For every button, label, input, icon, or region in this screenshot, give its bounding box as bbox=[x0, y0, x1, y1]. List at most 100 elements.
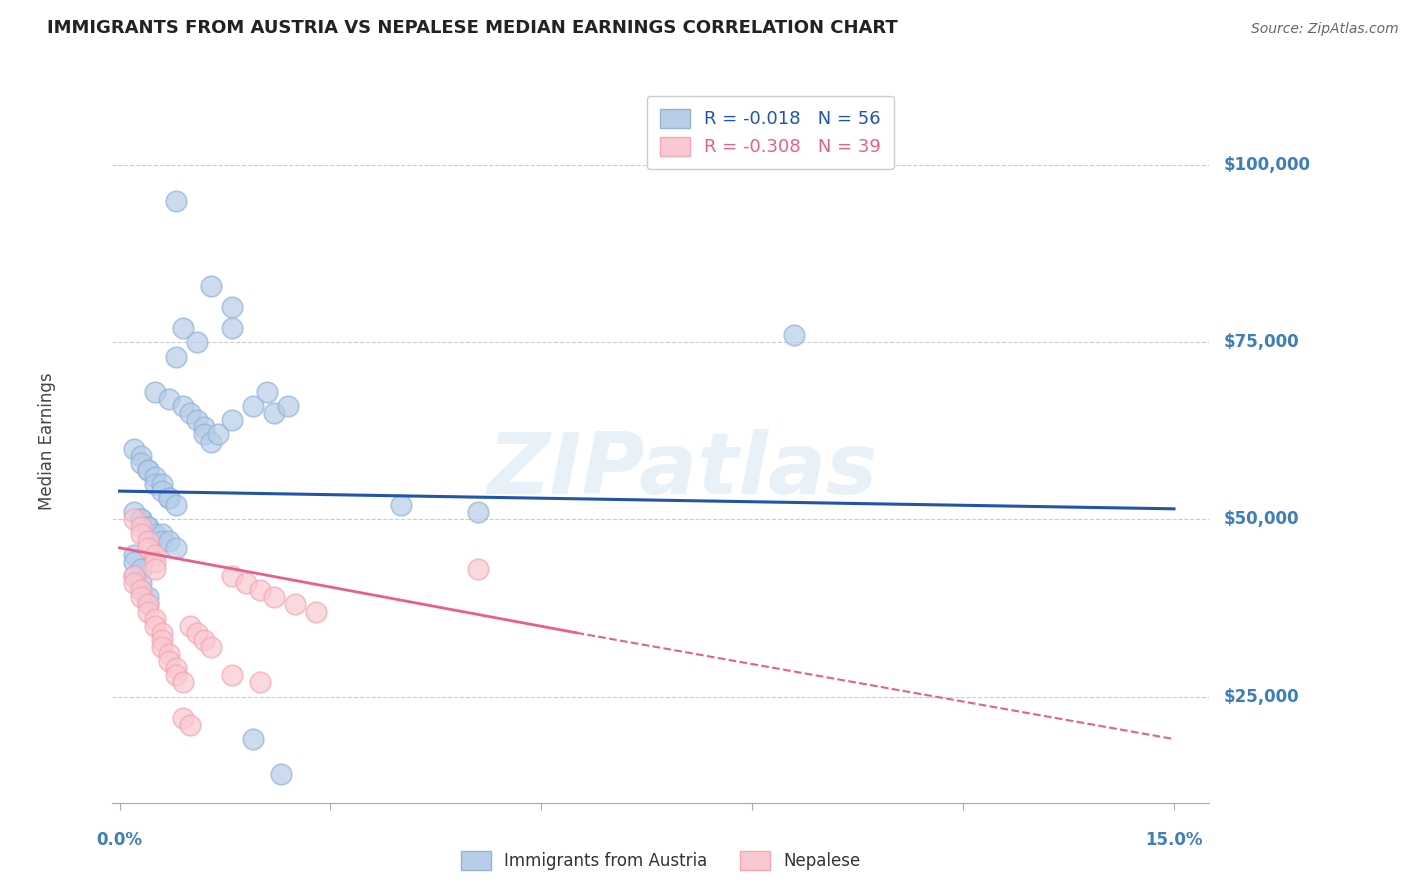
Point bbox=[263, 591, 285, 605]
Point bbox=[186, 413, 208, 427]
Text: 15.0%: 15.0% bbox=[1146, 831, 1202, 849]
Point bbox=[172, 675, 194, 690]
Point bbox=[136, 463, 159, 477]
Point bbox=[143, 555, 166, 569]
Point bbox=[129, 576, 152, 591]
Point bbox=[150, 625, 173, 640]
Point bbox=[136, 605, 159, 619]
Point bbox=[150, 640, 173, 654]
Point bbox=[157, 647, 180, 661]
Point bbox=[157, 392, 180, 406]
Text: IMMIGRANTS FROM AUSTRIA VS NEPALESE MEDIAN EARNINGS CORRELATION CHART: IMMIGRANTS FROM AUSTRIA VS NEPALESE MEDI… bbox=[46, 19, 897, 37]
Point bbox=[165, 498, 187, 512]
Point bbox=[179, 618, 201, 632]
Point bbox=[172, 321, 194, 335]
Point bbox=[207, 427, 229, 442]
Point bbox=[136, 541, 159, 555]
Point bbox=[136, 598, 159, 612]
Point bbox=[129, 512, 152, 526]
Point bbox=[157, 533, 180, 548]
Point bbox=[235, 576, 257, 591]
Point bbox=[143, 562, 166, 576]
Point bbox=[122, 548, 145, 562]
Point bbox=[249, 675, 271, 690]
Point bbox=[129, 591, 152, 605]
Point bbox=[165, 194, 187, 208]
Point bbox=[136, 463, 159, 477]
Point bbox=[221, 668, 243, 682]
Point bbox=[122, 512, 145, 526]
Text: $50,000: $50,000 bbox=[1223, 510, 1299, 528]
Point bbox=[193, 632, 215, 647]
Point bbox=[150, 477, 173, 491]
Point bbox=[165, 350, 187, 364]
Point bbox=[136, 591, 159, 605]
Point bbox=[136, 598, 159, 612]
Text: Median Earnings: Median Earnings bbox=[38, 373, 56, 510]
Point bbox=[157, 491, 180, 506]
Point bbox=[122, 576, 145, 591]
Point bbox=[193, 420, 215, 434]
Point bbox=[122, 505, 145, 519]
Point bbox=[305, 605, 328, 619]
Point bbox=[242, 399, 264, 413]
Point bbox=[249, 583, 271, 598]
Point bbox=[165, 661, 187, 675]
Point bbox=[143, 477, 166, 491]
Point bbox=[193, 427, 215, 442]
Point bbox=[165, 668, 187, 682]
Point bbox=[157, 491, 180, 506]
Text: $100,000: $100,000 bbox=[1223, 156, 1310, 174]
Point bbox=[122, 569, 145, 583]
Point bbox=[186, 625, 208, 640]
Point bbox=[221, 569, 243, 583]
Point bbox=[136, 533, 159, 548]
Text: $25,000: $25,000 bbox=[1223, 688, 1299, 706]
Point bbox=[143, 548, 166, 562]
Point bbox=[221, 321, 243, 335]
Text: $75,000: $75,000 bbox=[1223, 334, 1299, 351]
Point bbox=[221, 413, 243, 427]
Text: 0.0%: 0.0% bbox=[97, 831, 142, 849]
Point bbox=[200, 434, 222, 449]
Point bbox=[122, 442, 145, 456]
Point bbox=[129, 583, 152, 598]
Point bbox=[150, 526, 173, 541]
Point bbox=[157, 654, 180, 668]
Point bbox=[143, 612, 166, 626]
Point bbox=[179, 718, 201, 732]
Point bbox=[200, 278, 222, 293]
Point bbox=[256, 384, 278, 399]
Point bbox=[129, 583, 152, 598]
Text: ZIPatlas: ZIPatlas bbox=[488, 429, 877, 512]
Point bbox=[150, 632, 173, 647]
Point bbox=[143, 618, 166, 632]
Point bbox=[242, 732, 264, 747]
Point bbox=[165, 541, 187, 555]
Point bbox=[129, 526, 152, 541]
Point bbox=[150, 533, 173, 548]
Point bbox=[467, 562, 489, 576]
Point bbox=[284, 598, 307, 612]
Point bbox=[179, 406, 201, 420]
Legend: R = -0.018   N = 56, R = -0.308   N = 39: R = -0.018 N = 56, R = -0.308 N = 39 bbox=[647, 95, 894, 169]
Point bbox=[389, 498, 412, 512]
Point bbox=[136, 519, 159, 533]
Point bbox=[122, 569, 145, 583]
Point bbox=[122, 555, 145, 569]
Point bbox=[143, 384, 166, 399]
Point bbox=[129, 449, 152, 463]
Point bbox=[221, 300, 243, 314]
Point bbox=[143, 470, 166, 484]
Point bbox=[263, 406, 285, 420]
Point bbox=[129, 519, 152, 533]
Point bbox=[136, 519, 159, 533]
Point bbox=[467, 505, 489, 519]
Point bbox=[200, 640, 222, 654]
Point bbox=[783, 328, 806, 343]
Point bbox=[129, 456, 152, 470]
Legend: Immigrants from Austria, Nepalese: Immigrants from Austria, Nepalese bbox=[454, 844, 868, 877]
Point bbox=[277, 399, 299, 413]
Point bbox=[172, 399, 194, 413]
Point bbox=[150, 484, 173, 499]
